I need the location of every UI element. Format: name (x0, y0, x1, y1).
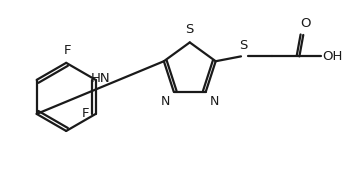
Text: F: F (82, 108, 89, 120)
Text: S: S (239, 39, 247, 53)
Text: N: N (161, 95, 170, 108)
Text: S: S (185, 23, 194, 36)
Text: HN: HN (90, 72, 110, 85)
Text: OH: OH (322, 50, 342, 63)
Text: F: F (63, 44, 71, 57)
Text: O: O (300, 17, 311, 30)
Text: N: N (210, 95, 219, 108)
